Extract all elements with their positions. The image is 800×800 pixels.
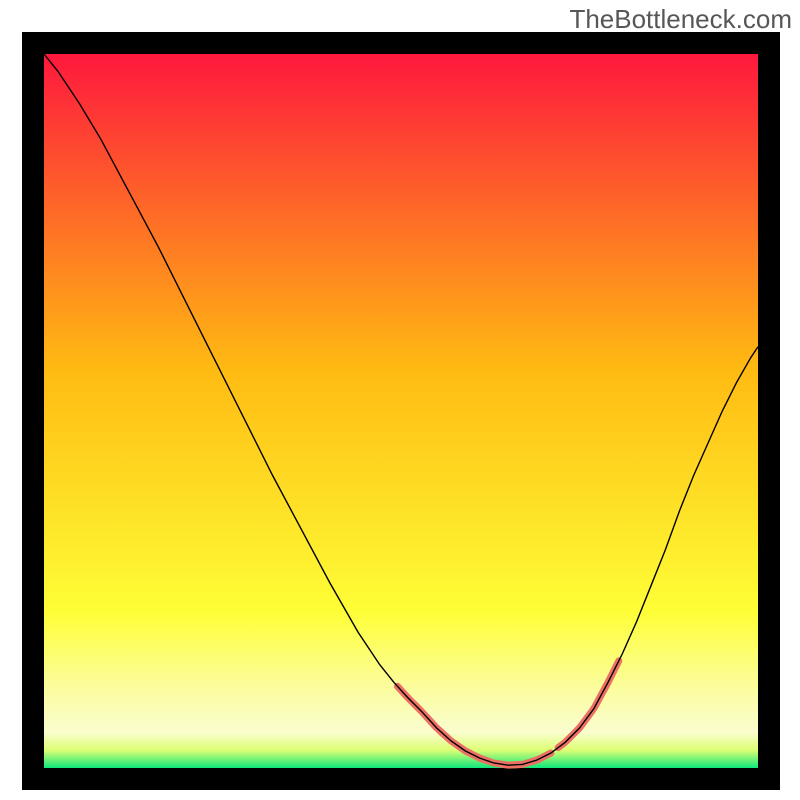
attribution-text: TheBottleneck.com — [569, 4, 792, 35]
chart-background — [44, 54, 758, 768]
chart-svg — [22, 32, 780, 790]
bottleneck-curve-chart — [22, 32, 780, 790]
